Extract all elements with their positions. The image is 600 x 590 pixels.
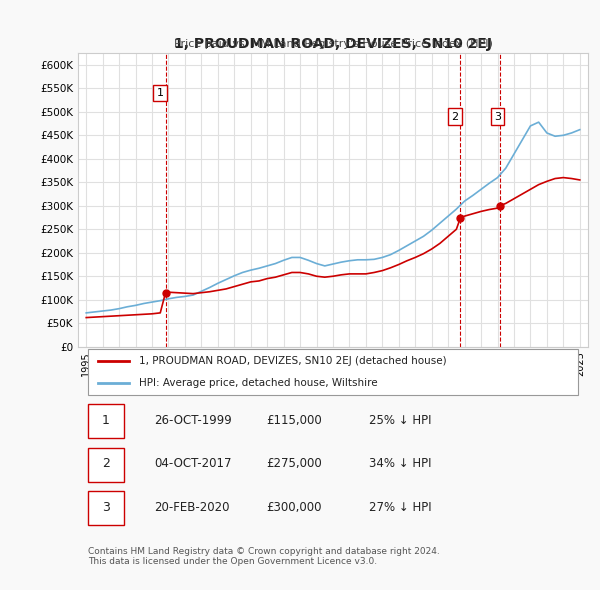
Text: 34% ↓ HPI: 34% ↓ HPI (369, 457, 431, 470)
Text: HPI: Average price, detached house, Wiltshire: HPI: Average price, detached house, Wilt… (139, 378, 378, 388)
Text: 20-FEB-2020: 20-FEB-2020 (155, 501, 230, 514)
FancyBboxPatch shape (88, 491, 124, 525)
Text: 27% ↓ HPI: 27% ↓ HPI (369, 501, 431, 514)
Text: Contains HM Land Registry data © Crown copyright and database right 2024.
This d: Contains HM Land Registry data © Crown c… (88, 546, 440, 566)
Text: £300,000: £300,000 (266, 501, 322, 514)
Text: 2: 2 (451, 112, 458, 122)
Text: Price paid vs. HM Land Registry's House Price Index (HPI): Price paid vs. HM Land Registry's House … (173, 39, 493, 48)
FancyBboxPatch shape (88, 349, 578, 395)
FancyBboxPatch shape (88, 448, 124, 481)
Title: 1, PROUDMAN ROAD, DEVIZES, SN10 2EJ: 1, PROUDMAN ROAD, DEVIZES, SN10 2EJ (174, 37, 492, 51)
Text: £115,000: £115,000 (266, 414, 322, 427)
Text: 1: 1 (102, 414, 110, 427)
Text: 04-OCT-2017: 04-OCT-2017 (155, 457, 232, 470)
Text: 1, PROUDMAN ROAD, DEVIZES, SN10 2EJ (detached house): 1, PROUDMAN ROAD, DEVIZES, SN10 2EJ (det… (139, 356, 447, 366)
Text: 3: 3 (102, 501, 110, 514)
Text: 1: 1 (157, 88, 164, 98)
FancyBboxPatch shape (88, 404, 124, 438)
Text: £275,000: £275,000 (266, 457, 322, 470)
Text: 2: 2 (102, 457, 110, 470)
Text: 3: 3 (494, 112, 501, 122)
Text: 25% ↓ HPI: 25% ↓ HPI (369, 414, 431, 427)
Text: 26-OCT-1999: 26-OCT-1999 (155, 414, 232, 427)
